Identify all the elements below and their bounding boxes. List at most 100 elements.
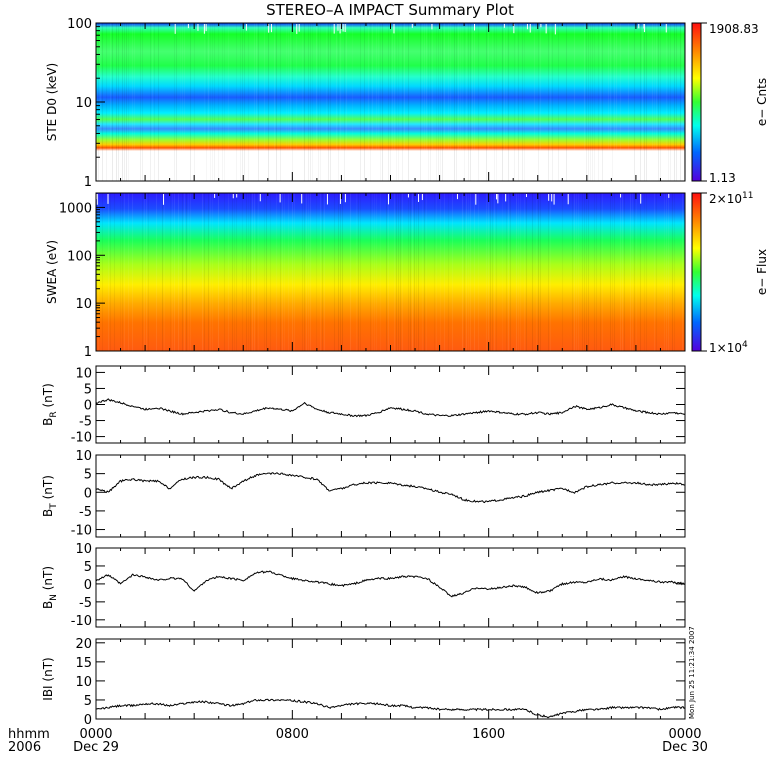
- heatmap-2-ylabel: SWEA (eV): [45, 240, 59, 304]
- colorbar-2-label: e− Flux: [755, 249, 769, 295]
- heatmap-2-image: [96, 193, 685, 351]
- heatmap-2-gap: [236, 194, 238, 198]
- heatmap-2-gap: [421, 194, 423, 201]
- panel-6-ylabel: IBI (nT): [41, 657, 55, 700]
- panel-4-ylabel: BT (nT): [41, 475, 59, 517]
- x-axis-row1-label: hhmm: [8, 727, 50, 742]
- heatmap-1-gap: [393, 24, 395, 34]
- heatmap-1-gap: [545, 24, 547, 34]
- heatmap-2-gap: [162, 194, 164, 205]
- panel-3-ylabel: BR (nT): [41, 383, 59, 426]
- panel-4-frame: [95, 454, 686, 538]
- heatmap-2-gap: [107, 194, 109, 204]
- panel-5-tick-label: -10: [71, 614, 92, 629]
- x-tick-label: 0800: [276, 727, 309, 742]
- heatmap-2-gap: [496, 194, 498, 200]
- panel-3-tick-label: -10: [71, 431, 92, 446]
- heatmap-2-gap: [497, 194, 499, 204]
- heatmap-1-gap: [333, 24, 335, 34]
- heatmap-2-gap: [259, 194, 261, 202]
- heatmap-1-gap: [187, 24, 189, 29]
- colorbar-2: [691, 192, 702, 352]
- heatmap-1-gap: [513, 24, 515, 34]
- heatmap-1-gap: [431, 24, 433, 30]
- heatmap-2-gap: [418, 194, 420, 202]
- panel-4-tick-label: -10: [71, 524, 92, 539]
- heatmap-1-gap: [529, 24, 531, 33]
- x-axis-row2-label: 2006: [8, 740, 41, 755]
- heatmap-1-gap: [298, 24, 300, 32]
- panel-5-tick-label: -5: [79, 596, 92, 611]
- panel-3-tick-label: 5: [84, 382, 92, 397]
- panel-3-frame: [95, 365, 686, 444]
- x-tick-label: 1600: [472, 727, 505, 742]
- heatmap-2-gap: [668, 194, 670, 198]
- heatmap-1-gap: [503, 24, 505, 28]
- heatmap-2-tick-label: 1000: [59, 201, 92, 216]
- heatmap-2-gap: [640, 194, 642, 204]
- heatmap-1-gap: [342, 24, 344, 32]
- panel-3-trace: [95, 398, 686, 418]
- panel-3-tick-label: 0: [84, 399, 92, 414]
- panel-5-tick-label: 0: [84, 578, 92, 593]
- panel-6-tick-label: 5: [84, 694, 92, 709]
- panel-5-trace: [95, 570, 686, 598]
- heatmap-1-gap: [474, 24, 476, 31]
- heatmap-2-gap: [553, 194, 555, 205]
- heatmap-2-gap: [456, 194, 458, 200]
- timestamp-label: Mon Jun 25 11:21:34 2007: [688, 626, 696, 719]
- panel-6-frame: [95, 638, 686, 720]
- heatmap-2-texture: [96, 193, 683, 351]
- heatmap-1-gap: [268, 24, 270, 33]
- colorbar-1-min: 1.13: [709, 171, 736, 185]
- heatmap-2-gap: [505, 194, 507, 202]
- colorbar-2-min: 1×104: [709, 340, 748, 355]
- heatmap-1-gap: [411, 24, 413, 28]
- panel-6-trace: [95, 698, 686, 719]
- heatmap-2-gap: [551, 194, 553, 202]
- heatmap-1-gap: [638, 24, 640, 29]
- x-tick-date: Dec 29: [73, 740, 119, 755]
- heatmap-1-tick-label: 10: [75, 96, 92, 111]
- heatmap-1-gap: [203, 24, 205, 34]
- heatmap-2-gap: [279, 194, 281, 203]
- heatmap-1-gap: [344, 24, 346, 32]
- heatmap-1-gap: [174, 24, 176, 34]
- panel-5-tick-label: 5: [84, 560, 92, 575]
- heatmap-1-gap: [337, 24, 339, 31]
- panel-4-tick-label: 10: [75, 449, 92, 464]
- heatmap-1-gap: [526, 24, 528, 30]
- heatmap-2-gap: [567, 194, 569, 205]
- heatmap-2-tick-label: 100: [67, 249, 92, 264]
- heatmap-1-ylabel: STE D0 (keV): [45, 63, 59, 142]
- heatmap-2-tick-label: 1: [84, 345, 92, 360]
- x-tick-label: 0000: [79, 727, 112, 742]
- panel-4-tick-label: 5: [84, 468, 92, 483]
- heatmap-2-gap: [301, 194, 303, 204]
- heatmap-1-tick-label: 100: [67, 17, 92, 32]
- panel-4-trace: [95, 472, 686, 504]
- heatmap-2-tick-label: 10: [75, 297, 92, 312]
- x-tick-date: Dec 30: [662, 740, 708, 755]
- panel-6-tick-label: 15: [75, 656, 92, 671]
- heatmap-1-gap: [540, 24, 542, 28]
- panel-4-tick-label: -5: [79, 505, 92, 520]
- panel-5-ylabel: BN (nT): [41, 566, 59, 609]
- heatmap-2-gap: [548, 194, 550, 201]
- heatmap-2-gap: [387, 194, 389, 205]
- heatmap-1-gap: [643, 24, 645, 29]
- panel-5-tick-label: 10: [75, 542, 92, 557]
- panel-3-tick-label: 10: [75, 366, 92, 381]
- heatmap-1-gap: [245, 24, 247, 31]
- heatmap-2-gap: [339, 194, 341, 204]
- panel-3-tick-label: -5: [79, 415, 92, 430]
- panel-6-tick-label: 10: [75, 675, 92, 690]
- panel-4-tick-label: 0: [84, 486, 92, 501]
- heatmap-2-gap: [525, 194, 527, 198]
- heatmap-1-gap: [270, 24, 272, 33]
- heatmap-1-gap: [339, 24, 341, 34]
- heatmap-2-gap: [232, 194, 234, 199]
- x-tick-label: 0000: [668, 727, 701, 742]
- colorbar-1-max: 1908.83: [709, 22, 759, 36]
